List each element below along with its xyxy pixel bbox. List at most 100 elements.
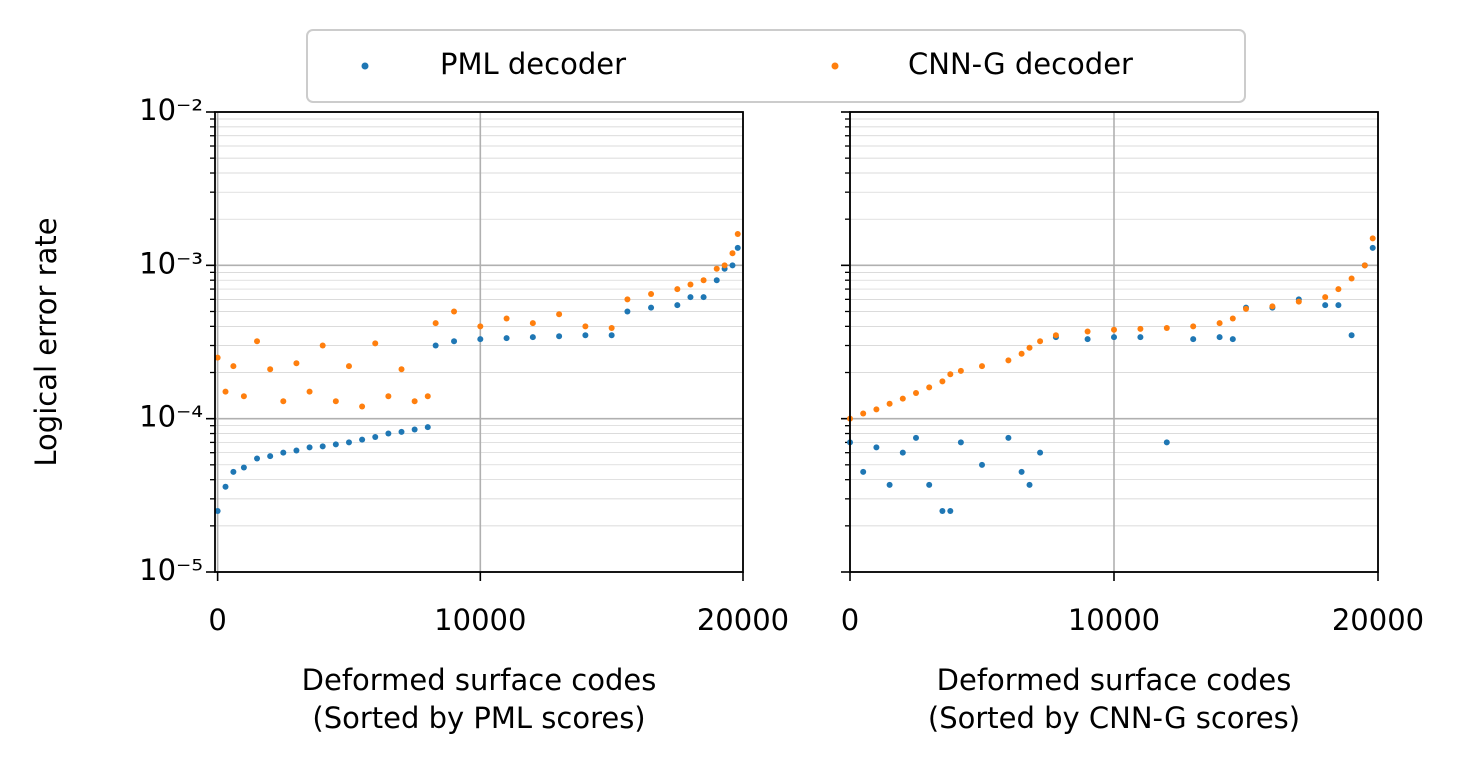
point xyxy=(222,483,229,490)
point xyxy=(1348,332,1355,339)
point xyxy=(873,444,880,451)
point xyxy=(1137,325,1144,332)
point xyxy=(700,294,707,301)
point xyxy=(1335,286,1342,293)
point xyxy=(979,363,985,370)
legend-label: PML decoder xyxy=(440,47,626,81)
point xyxy=(1111,334,1117,341)
point xyxy=(529,320,536,327)
point xyxy=(1018,468,1025,475)
point xyxy=(1295,298,1302,305)
x-tick-label: 10000 xyxy=(434,603,526,637)
point xyxy=(1190,323,1197,330)
point xyxy=(582,323,589,330)
point xyxy=(477,336,484,343)
y-axis-label: Logical error rate xyxy=(29,217,63,466)
point xyxy=(385,430,392,437)
point xyxy=(713,277,720,284)
point xyxy=(503,315,510,322)
point xyxy=(214,354,221,361)
point xyxy=(1052,332,1059,339)
point xyxy=(1026,481,1033,488)
point xyxy=(926,384,933,391)
point xyxy=(398,366,405,373)
point xyxy=(293,360,300,367)
point xyxy=(1369,235,1376,242)
point xyxy=(957,367,964,374)
x-tick-label: 0 xyxy=(208,603,226,637)
x-axis-label: (Sorted by PML scores) xyxy=(312,701,645,735)
point xyxy=(648,291,655,298)
point xyxy=(608,325,615,332)
point xyxy=(503,335,510,342)
point xyxy=(345,363,352,370)
point xyxy=(1005,357,1012,364)
point xyxy=(306,388,313,395)
legend-marker xyxy=(831,62,839,70)
point xyxy=(913,390,919,397)
point xyxy=(939,507,946,514)
point xyxy=(254,455,261,462)
plot-frame xyxy=(214,111,744,573)
point xyxy=(411,426,418,433)
point xyxy=(729,250,736,257)
point xyxy=(424,393,431,400)
point xyxy=(240,464,247,471)
point xyxy=(1269,303,1276,310)
point xyxy=(687,294,694,301)
point xyxy=(556,311,563,318)
point xyxy=(957,439,964,446)
legend-box xyxy=(306,29,1246,103)
point xyxy=(240,393,247,400)
point xyxy=(582,332,589,339)
point xyxy=(734,231,741,238)
point xyxy=(432,320,439,327)
point xyxy=(734,244,741,251)
point xyxy=(332,441,339,448)
y-tick-label: 10⁻² xyxy=(139,93,203,127)
point xyxy=(926,481,933,488)
point xyxy=(230,468,237,475)
point xyxy=(556,333,563,340)
point xyxy=(254,338,261,345)
point xyxy=(1229,336,1236,343)
point xyxy=(947,371,954,378)
point xyxy=(700,277,707,284)
point xyxy=(1084,336,1091,343)
point xyxy=(411,398,418,405)
point xyxy=(267,366,274,373)
point xyxy=(230,363,237,370)
point xyxy=(1216,320,1223,327)
point xyxy=(1216,334,1223,341)
point xyxy=(451,308,458,315)
point xyxy=(424,424,431,431)
x-tick-label: 0 xyxy=(841,603,859,637)
point xyxy=(1229,315,1236,322)
point xyxy=(1243,305,1249,312)
point xyxy=(979,461,985,468)
point xyxy=(319,342,326,349)
x-axis-label: (Sorted by CNN-G scores) xyxy=(928,701,1300,735)
point xyxy=(1111,326,1117,333)
point xyxy=(477,323,484,330)
point xyxy=(624,296,631,303)
point xyxy=(1163,439,1170,446)
point xyxy=(1369,244,1376,251)
point xyxy=(1190,336,1197,343)
point xyxy=(648,304,655,311)
point xyxy=(359,403,366,410)
point xyxy=(674,302,681,309)
point xyxy=(1361,262,1368,269)
x-axis-label: Deformed surface codes xyxy=(302,663,657,697)
point xyxy=(721,262,728,269)
plot-frame xyxy=(849,111,1379,573)
point xyxy=(899,449,906,456)
point xyxy=(451,338,458,345)
point xyxy=(860,468,867,475)
point xyxy=(372,340,379,347)
point xyxy=(432,342,439,349)
y-tick-label: 10⁻⁵ xyxy=(139,553,203,587)
point xyxy=(1084,328,1091,335)
point xyxy=(306,444,313,451)
